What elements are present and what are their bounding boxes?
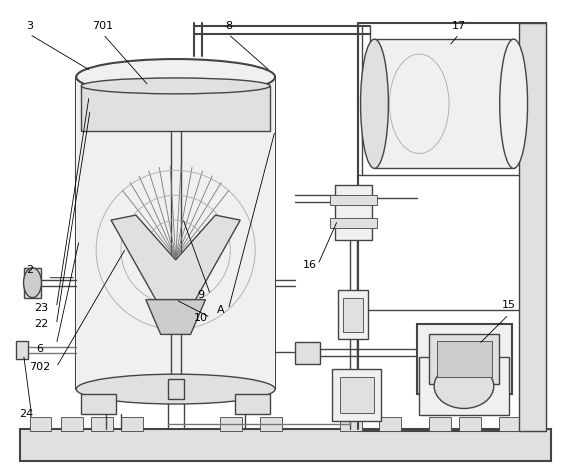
Text: 701: 701 xyxy=(93,21,114,31)
Text: 23: 23 xyxy=(34,303,49,312)
Bar xyxy=(61,417,83,431)
Ellipse shape xyxy=(500,39,528,169)
Bar xyxy=(337,290,368,339)
Bar xyxy=(332,369,381,421)
Bar xyxy=(518,23,546,431)
Polygon shape xyxy=(111,215,240,300)
Bar xyxy=(77,77,275,389)
Text: 16: 16 xyxy=(303,260,317,270)
Bar xyxy=(81,394,116,414)
Text: 9: 9 xyxy=(197,290,204,300)
Text: 702: 702 xyxy=(29,362,50,372)
Bar xyxy=(121,417,143,431)
Bar xyxy=(335,185,372,240)
Text: A: A xyxy=(216,304,224,314)
Ellipse shape xyxy=(77,374,275,404)
Bar xyxy=(30,417,51,431)
Ellipse shape xyxy=(360,39,388,169)
Text: 8: 8 xyxy=(225,21,232,31)
Bar xyxy=(15,341,27,359)
Ellipse shape xyxy=(77,59,275,95)
Bar xyxy=(340,417,361,431)
Text: 3: 3 xyxy=(26,21,33,31)
Bar xyxy=(81,86,270,131)
Text: 24: 24 xyxy=(19,409,34,419)
Bar xyxy=(340,377,375,413)
Bar xyxy=(459,417,481,431)
Bar xyxy=(260,417,282,431)
Bar xyxy=(417,324,512,394)
Bar xyxy=(19,429,552,461)
Bar xyxy=(235,394,270,414)
Text: 15: 15 xyxy=(502,300,516,310)
Ellipse shape xyxy=(434,364,494,408)
Bar xyxy=(23,268,42,298)
Bar xyxy=(357,23,546,431)
Text: 17: 17 xyxy=(452,21,466,31)
Bar xyxy=(429,335,498,384)
Bar xyxy=(437,341,492,377)
Bar xyxy=(343,298,363,332)
Text: 22: 22 xyxy=(34,320,49,329)
Ellipse shape xyxy=(81,78,270,94)
Polygon shape xyxy=(146,300,206,335)
Bar xyxy=(419,357,509,415)
Bar xyxy=(168,379,184,399)
Text: 6: 6 xyxy=(36,345,43,354)
Bar xyxy=(329,218,377,228)
Text: 2: 2 xyxy=(26,265,33,275)
Bar xyxy=(91,417,113,431)
Bar xyxy=(429,417,451,431)
Bar xyxy=(329,195,377,205)
Ellipse shape xyxy=(23,268,42,298)
Bar xyxy=(220,417,242,431)
Text: 10: 10 xyxy=(194,312,207,322)
Bar xyxy=(498,417,521,431)
Bar xyxy=(380,417,401,431)
Bar xyxy=(375,39,514,169)
Bar xyxy=(295,342,320,364)
